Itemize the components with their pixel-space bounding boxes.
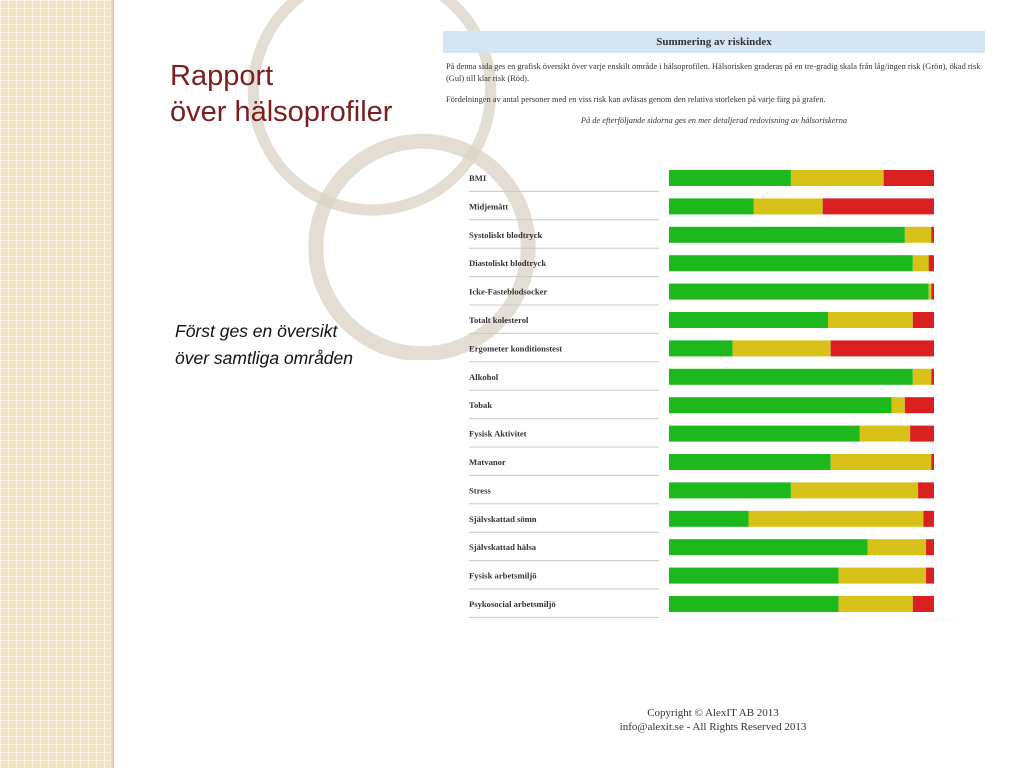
bar-segment-red [926, 567, 934, 584]
category-label: Alkohol [469, 372, 499, 382]
bar-segment-green [669, 368, 913, 385]
slide-note-line-1: Först ges en översikt [175, 321, 338, 341]
category-label: Fysisk arbetsmiljö [469, 571, 537, 581]
category-label: Midjemått [469, 201, 508, 211]
category-label: Självskattad sömn [469, 514, 537, 524]
category-label: Diastoliskt blodtryck [469, 258, 546, 268]
bar-segment-green [669, 312, 828, 328]
bar-segment-yellow [748, 510, 924, 527]
bar-segment-green [669, 226, 905, 243]
bar-segment-yellow [928, 283, 932, 300]
bar-segment-green [669, 596, 839, 612]
slide-note: Först ges en översikt över samtliga områ… [175, 318, 353, 372]
category-label: Totalt kolesterol [469, 315, 529, 325]
bar-segment-yellow [828, 312, 913, 328]
report-distribution-paragraph: Fördelningen av antal personer med en vi… [446, 95, 826, 104]
bar-segment-red [931, 283, 934, 300]
bar-segment-green [669, 539, 868, 556]
category-label: Självskattad hälsa [469, 542, 537, 552]
bar-segment-green [669, 425, 860, 442]
bar-segment-red [910, 425, 934, 442]
bar-segment-green [669, 283, 929, 300]
category-label: Systoliskt blodtryck [469, 230, 543, 240]
bar-segment-green [669, 567, 839, 584]
report-intro-paragraph: På denna sida ges en grafisk översikt öv… [446, 62, 981, 83]
bar-segment-green [669, 397, 892, 414]
bar-segment-green [669, 482, 791, 499]
bar-segment-red [928, 255, 934, 272]
footer-copyright: Copyright © AlexIT AB 2013 [647, 707, 779, 719]
page-title-line-2: över hälsoprofiler [170, 96, 393, 128]
bar-segment-red [912, 596, 934, 612]
page-title-line-1: Rapport [170, 60, 274, 92]
bar-segment-yellow [790, 170, 884, 186]
bar-segment-yellow [830, 454, 932, 470]
bar-segment-red [931, 368, 934, 385]
bar-segment-red [904, 397, 934, 414]
category-label: Tobak [469, 400, 492, 410]
bar-segment-green [669, 454, 831, 470]
category-label: Fysisk Aktivitet [469, 429, 527, 439]
bar-segment-green [669, 510, 749, 527]
bar-segment-red [918, 482, 934, 499]
bar-segment-red [822, 198, 934, 215]
bar-segment-green [669, 170, 791, 186]
bar-segment-yellow [838, 596, 913, 612]
report-panel: Summering av riskindex På denna sida ges… [443, 31, 985, 125]
category-label: Icke-Fasteblodsocker [469, 287, 547, 297]
risk-index-chart-svg: BMI Midjemått Systoliskt blodtryck Diastoli… [469, 170, 957, 620]
footer: Copyright © AlexIT AB 2013 info@alexit.s… [597, 706, 829, 734]
bar-segment-yellow [891, 397, 905, 414]
page-title: Rapport över hälsoprofiler [170, 58, 392, 130]
footer-contact: info@alexit.se - All Rights Reserved 201… [619, 721, 807, 733]
bar-segment-yellow [753, 198, 823, 215]
bar-segment-green [669, 340, 733, 357]
bar-segment-red [830, 340, 934, 357]
bar-segment-green [669, 255, 913, 272]
bar-segment-yellow [867, 539, 927, 556]
bar-segment-red [912, 312, 934, 328]
bar-segment-red [883, 170, 934, 186]
bar-segment-yellow [904, 226, 932, 243]
category-label: Stress [469, 485, 491, 495]
report-emphasis-note: På de efterföljande sidorna ges en mer d… [580, 116, 848, 125]
category-label: Psykosocial arbetsmiljö [469, 599, 556, 609]
decorative-side-strip [0, 0, 114, 768]
bar-segment-red [923, 510, 934, 527]
bar-segment-yellow [912, 368, 932, 385]
category-label: Matvanor [469, 457, 506, 467]
bar-segment-yellow [859, 425, 911, 442]
bar-segment-red [926, 539, 934, 556]
bar-segment-red [931, 226, 934, 243]
bar-segment-green [669, 198, 754, 215]
bar-segment-yellow [838, 567, 927, 584]
slide-note-line-2: över samtliga områden [175, 348, 353, 368]
bar-segment-yellow [732, 340, 831, 357]
bar-segment-yellow [790, 482, 919, 499]
bar-segment-red [931, 454, 934, 470]
risk-index-chart: BMI Midjemått Systoliskt blodtryck Diastoli… [469, 164, 957, 620]
category-label: BMI [469, 173, 487, 183]
bar-segment-yellow [912, 255, 929, 272]
category-label: Ergometer konditionstest [469, 343, 562, 353]
report-header: Summering av riskindex [443, 31, 985, 53]
